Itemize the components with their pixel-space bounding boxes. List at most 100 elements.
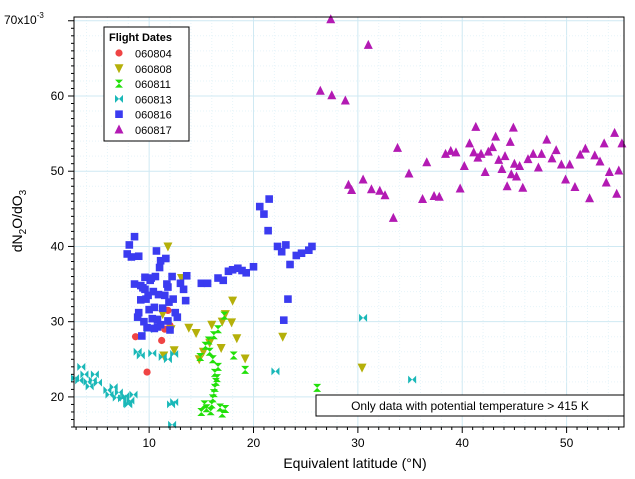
data-point — [206, 407, 215, 416]
data-point — [182, 271, 191, 280]
data-point — [282, 241, 290, 249]
data-point — [229, 351, 238, 360]
data-point — [441, 148, 451, 158]
data-point — [165, 298, 173, 306]
series-060817 — [315, 14, 627, 222]
data-point — [278, 332, 288, 342]
data-point — [249, 262, 258, 271]
data-point — [130, 280, 139, 288]
data-point — [604, 166, 614, 176]
data-point — [184, 323, 194, 333]
data-point — [207, 400, 216, 409]
data-point — [260, 210, 268, 218]
data-point — [131, 333, 140, 341]
data-point — [601, 177, 611, 187]
data-point — [502, 181, 512, 191]
data-point — [198, 347, 208, 357]
data-point — [228, 265, 237, 274]
legend-marker — [115, 110, 123, 118]
data-point — [163, 242, 173, 252]
data-point — [210, 368, 219, 377]
data-point — [94, 378, 103, 387]
legend-item: 060816 — [115, 110, 172, 122]
data-point — [366, 184, 376, 194]
data-point — [506, 169, 516, 179]
data-point — [537, 148, 547, 158]
data-point — [518, 182, 528, 192]
data-point — [359, 313, 368, 322]
data-point — [220, 311, 229, 320]
data-point — [271, 367, 280, 376]
data-point — [105, 390, 114, 399]
data-point — [143, 368, 151, 376]
data-point — [451, 147, 461, 157]
data-point — [580, 143, 590, 153]
data-point — [340, 95, 350, 105]
data-point — [240, 354, 250, 364]
data-point — [308, 242, 316, 251]
data-point — [570, 182, 580, 192]
data-point — [542, 134, 552, 144]
data-point — [109, 383, 118, 392]
data-point — [168, 272, 176, 281]
data-point — [207, 320, 217, 330]
data-point — [408, 375, 417, 384]
data-point — [158, 336, 166, 345]
legend-marker — [115, 94, 123, 103]
legend-marker — [115, 79, 123, 88]
data-point — [565, 159, 575, 169]
data-point — [197, 407, 206, 416]
data-point — [147, 274, 156, 282]
legend-label: 060813 — [135, 94, 172, 106]
legend-marker — [114, 124, 124, 134]
data-point — [422, 157, 432, 167]
data-point — [418, 194, 428, 204]
annotation-box: Only data with potential temperature > 4… — [315, 394, 625, 417]
data-point — [133, 313, 142, 321]
data-point — [126, 396, 135, 405]
data-point — [595, 156, 605, 166]
legend-items: 060804 060808 060811 060813 060816 060817 — [114, 49, 172, 137]
data-point — [241, 365, 250, 374]
data-point — [210, 383, 219, 392]
data-point — [497, 163, 507, 173]
data-point — [265, 195, 273, 203]
data-point — [469, 147, 479, 157]
legend-label: 060808 — [135, 64, 172, 76]
data-point — [219, 276, 228, 285]
x-axis-label: Equivalent latitude (°N) — [283, 455, 426, 471]
data-point — [216, 344, 226, 354]
data-point — [166, 326, 174, 334]
x-tick-label: 50 — [560, 436, 574, 450]
data-point — [179, 285, 188, 294]
data-point — [173, 313, 182, 321]
y-tick-label: 30 — [51, 315, 65, 329]
data-point — [75, 376, 84, 385]
data-point — [491, 131, 501, 141]
data-point — [139, 284, 147, 292]
data-point — [150, 324, 159, 333]
data-point — [227, 318, 237, 328]
data-point — [363, 39, 373, 49]
series-060808 — [158, 242, 367, 373]
data-point — [242, 268, 251, 277]
data-point — [533, 162, 543, 172]
legend-title: Flight Dates — [109, 32, 172, 44]
grid-lines — [74, 17, 624, 428]
data-point — [191, 328, 201, 338]
data-point — [158, 310, 168, 320]
data-point — [599, 138, 609, 148]
data-point — [90, 370, 99, 379]
data-point — [575, 149, 585, 159]
data-point — [455, 183, 465, 193]
data-point — [145, 305, 153, 314]
data-point — [169, 295, 177, 303]
data-point — [124, 400, 133, 409]
data-point — [216, 403, 225, 412]
data-point — [388, 212, 398, 222]
data-point — [297, 249, 306, 258]
data-point — [277, 247, 286, 256]
data-point — [255, 202, 264, 211]
data-point — [197, 279, 206, 288]
data-point — [375, 185, 385, 195]
